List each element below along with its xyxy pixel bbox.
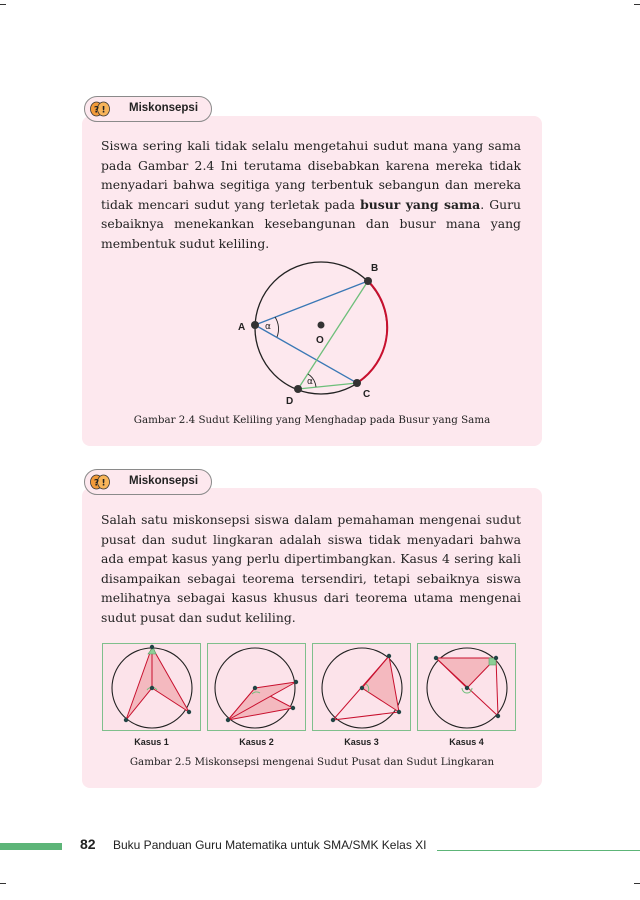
label-a: A	[238, 322, 245, 333]
case-label-3: Kasus 3	[344, 737, 379, 747]
svg-text:!: !	[101, 479, 105, 489]
point-d	[294, 385, 302, 393]
angle-label-a: α	[265, 322, 271, 332]
bold-phrase: busur yang sama	[360, 196, 481, 212]
svg-text:!: !	[101, 106, 105, 116]
inscribed-angle-figure: A B C D O α α	[238, 261, 389, 407]
label-d: D	[286, 396, 293, 407]
figure-caption-2-5: Gambar 2.5 Miskonsepsi mengenai Sudut Pu…	[129, 756, 495, 768]
point-a	[251, 321, 259, 329]
case-label-2: Kasus 2	[239, 737, 274, 747]
angle-label-d: α	[307, 377, 313, 387]
crop-mark-top-left	[0, 4, 6, 11]
case-4-figure	[417, 643, 516, 731]
label-b: B	[371, 263, 378, 274]
label-o: O	[316, 335, 324, 346]
chord-dc	[297, 382, 358, 390]
chord-ac	[254, 324, 358, 384]
point-b	[364, 277, 372, 285]
case-label-4: Kasus 4	[449, 737, 484, 747]
page-number: 82	[80, 836, 96, 852]
svg-text:?: ?	[94, 479, 99, 489]
misconception-label-1: ? ! Miskonsepsi	[84, 96, 212, 122]
case-label-1: Kasus 1	[134, 737, 169, 747]
footer-book-title: Buku Panduan Guru Matematika untuk SMA/S…	[113, 838, 427, 852]
footer-accent-bar	[0, 843, 62, 850]
case-3-figure	[312, 643, 411, 731]
question-exclamation-bubbles-icon: ? !	[90, 101, 110, 117]
point-o	[317, 321, 325, 329]
angle-arc-d	[307, 373, 317, 388]
chord-ab	[254, 280, 369, 326]
question-exclamation-bubbles-icon: ? !	[90, 474, 110, 490]
misconception-label-2: ? ! Miskonsepsi	[84, 469, 212, 495]
figure-caption-2-4: Gambar 2.4 Sudut Keliling yang Menghadap…	[133, 414, 491, 426]
label-c: C	[363, 389, 370, 400]
footer-rule	[437, 850, 640, 851]
misconception-label-text: Miskonsepsi	[129, 102, 199, 114]
crop-mark-bottom-left	[0, 883, 6, 890]
arc-bc	[356, 280, 389, 384]
crop-mark-bottom-right	[634, 883, 640, 890]
case-2-figure	[207, 643, 306, 731]
misconception-paragraph-2: Salah satu miskonsepsi siswa dalam pemah…	[101, 512, 521, 625]
misconception-box-2	[82, 488, 542, 788]
case-1-figure	[102, 643, 201, 731]
misconception-box-1	[82, 116, 542, 446]
misconception-label-text: Miskonsepsi	[129, 475, 199, 487]
angle-arc-a	[274, 316, 279, 338]
misconception-paragraph-1: Siswa sering kali tidak selalu mengetahu…	[101, 138, 521, 251]
point-c	[353, 379, 361, 387]
svg-text:?: ?	[94, 106, 99, 116]
chord-db	[297, 280, 369, 390]
crop-mark-top-right	[634, 4, 640, 11]
